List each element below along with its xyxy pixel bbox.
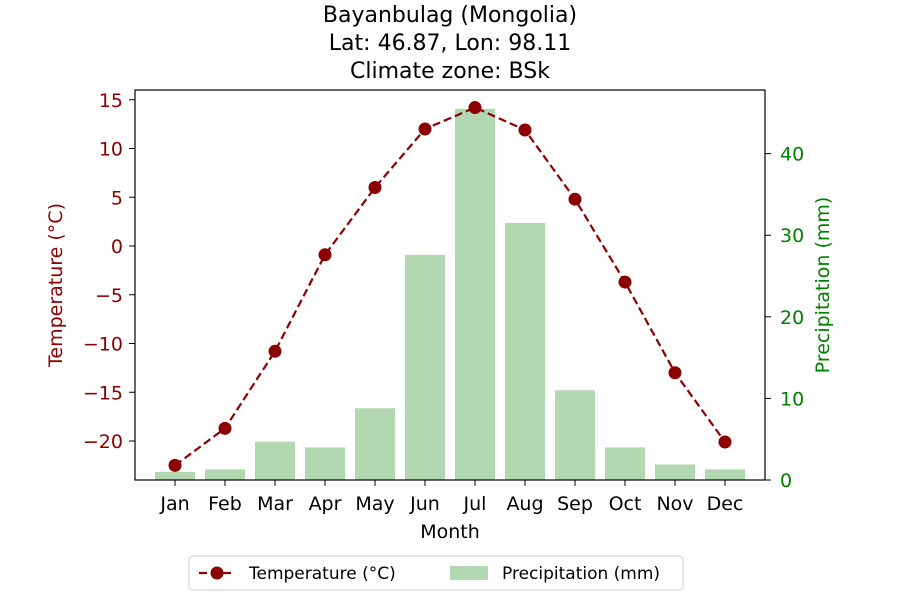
x-tick-label: Mar <box>257 493 293 515</box>
left-tick-label: −15 <box>83 382 123 404</box>
precipitation-bar <box>655 464 695 480</box>
temperature-point <box>418 122 432 136</box>
x-axis-label: Month <box>420 521 480 543</box>
temperature-point <box>268 344 282 358</box>
left-axis-label: Temperature (°C) <box>45 203 67 368</box>
left-tick-label: −20 <box>83 431 123 453</box>
left-tick-label: 15 <box>99 90 123 112</box>
x-tick-label: Jul <box>463 493 487 515</box>
precipitation-bar <box>555 390 595 480</box>
x-tick-label: Feb <box>208 493 242 515</box>
temperature-point <box>568 192 582 206</box>
right-axis-label: Precipitation (mm) <box>812 197 834 374</box>
temperature-point <box>718 435 732 449</box>
temperature-point <box>518 123 532 137</box>
axes: Jan Feb Mar Apr May Jun Jul Aug Sep Oct Nov Dec Mont… <box>45 89 834 543</box>
legend: Temperature (°C) Precipitation (mm) <box>188 555 684 591</box>
x-tick-label: Apr <box>309 493 342 515</box>
chart-title-line: Climate zone: BSk <box>350 59 550 84</box>
x-tick-label: Jan <box>159 493 189 515</box>
temperature-series-line <box>174 106 726 467</box>
precipitation-bar <box>455 108 495 481</box>
x-tick-label: Sep <box>557 493 593 515</box>
precipitation-bar <box>255 441 295 480</box>
plot-frame <box>134 89 766 481</box>
precipitation-bar <box>605 447 645 480</box>
temperature-point <box>618 275 632 289</box>
precipitation-bars <box>155 108 745 481</box>
x-tick-label: May <box>355 493 394 515</box>
chart-title-line: Bayanbulag (Mongolia) <box>323 3 577 28</box>
temperature-point <box>168 458 182 472</box>
precipitation-bar <box>705 469 745 480</box>
right-tick-label: 30 <box>780 225 804 247</box>
chart-title: Bayanbulag (Mongolia) Lat: 46.87, Lon: 98… <box>323 3 577 84</box>
right-tick-label: 40 <box>780 144 804 166</box>
temperature-point <box>318 248 332 262</box>
left-tick-label: 10 <box>99 139 123 161</box>
left-tick-label: 0 <box>111 236 123 258</box>
legend-box <box>188 555 684 591</box>
legend-precipitation-label: Precipitation (mm) <box>502 564 660 584</box>
legend-temperature-marker <box>210 566 224 580</box>
temperature-point <box>468 101 482 115</box>
precipitation-bar <box>305 447 345 480</box>
temperature-point <box>668 366 682 380</box>
x-tick-label: Oct <box>609 493 642 515</box>
precipitation-bar <box>355 408 395 480</box>
temperature-line <box>168 101 732 472</box>
x-tick-label: Dec <box>707 493 744 515</box>
right-tick-label: 20 <box>780 307 804 329</box>
x-tick-label: Jun <box>409 493 440 515</box>
temperature-point <box>218 421 232 435</box>
precipitation-bar <box>205 469 245 480</box>
temperature-point <box>368 181 382 194</box>
chart-title-line: Lat: 46.87, Lon: 98.11 <box>329 31 571 56</box>
precipitation-bar <box>405 254 445 480</box>
right-tick-label: 0 <box>780 470 792 492</box>
x-tick-label: Nov <box>656 493 693 515</box>
x-tick-label: Aug <box>506 493 543 515</box>
legend-temperature-label: Temperature (°C) <box>248 564 396 584</box>
legend-precipitation-swatch <box>450 566 488 580</box>
left-tick-label: −5 <box>95 285 123 307</box>
precipitation-bar <box>505 222 545 480</box>
left-tick-label: 5 <box>111 187 123 209</box>
precipitation-bar <box>155 471 195 480</box>
left-tick-label: −10 <box>83 334 123 356</box>
right-tick-label: 10 <box>780 388 804 410</box>
